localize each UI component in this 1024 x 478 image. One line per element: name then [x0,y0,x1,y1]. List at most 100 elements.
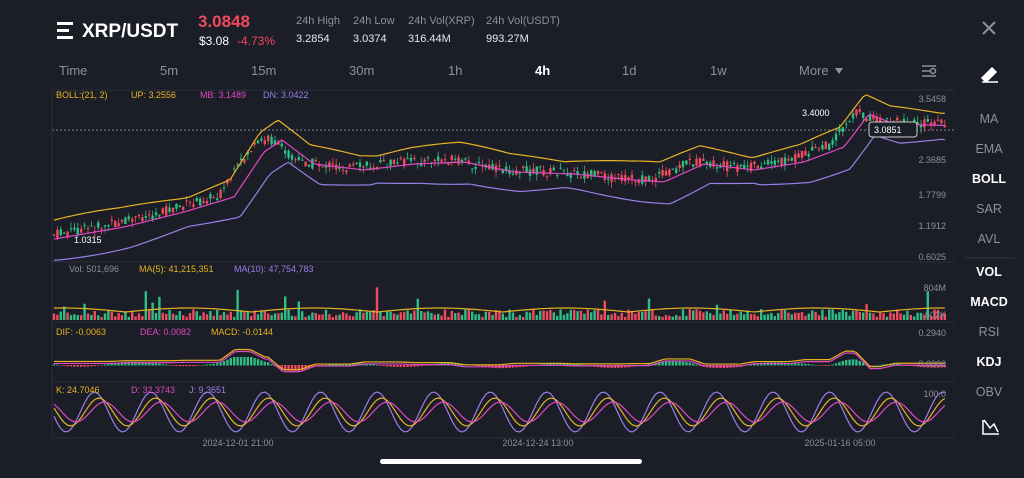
macd-bar [195,365,198,366]
timeframe[interactable]: More [799,63,829,78]
candle [855,109,858,116]
macd-bar [926,365,929,368]
timeframe[interactable]: 5m [160,63,178,78]
volume-bar [868,312,872,320]
volume-bar [467,309,470,320]
macd-bar [267,362,270,366]
indicator[interactable]: SAR [976,202,1002,216]
indicator[interactable]: OBV [976,385,1003,399]
k-line [53,397,946,427]
timeframe[interactable]: 1w [710,63,727,78]
volume-bar [107,309,110,320]
volume-bar [287,309,290,320]
macd-bar [331,364,334,366]
volume-bar [69,315,73,320]
candle [787,159,790,161]
settings-icon[interactable] [922,65,937,77]
candle [141,217,144,221]
volume-bar [647,298,651,320]
close-icon[interactable] [982,21,996,35]
macd-bar [335,363,338,366]
macd-bar [545,363,549,366]
volume-bar [613,312,617,320]
volume-bar [749,314,753,320]
indicator[interactable]: MACD [970,295,1008,309]
candle [399,158,402,160]
candle [178,205,181,208]
volume-bar [457,312,460,320]
indicator[interactable]: AVL [978,232,1001,246]
candle [362,166,365,168]
indicator[interactable]: EMA [975,142,1003,156]
indicator[interactable]: BOLL [972,172,1006,186]
volume-bar [114,316,117,320]
volume-bar [709,313,712,320]
timeframe[interactable]: 15m [251,63,276,78]
indicator[interactable]: RSI [979,325,1000,339]
candle [933,121,936,126]
candle [294,159,297,161]
volume-bar [273,313,277,320]
indicator[interactable]: VOL [976,265,1002,279]
price-usd: $3.08 [199,34,229,48]
timeframe[interactable]: 1d [622,63,636,78]
candle [637,179,640,184]
volume-bar [443,309,447,320]
macd-bar [933,365,936,368]
candle [117,223,120,227]
draw-icon[interactable] [980,66,998,84]
volume-bar [372,310,375,320]
volume-bar [862,312,865,320]
timeframe[interactable]: Time [59,63,87,78]
macd-bar [552,363,555,366]
back-icon[interactable] [57,22,73,39]
candle [800,151,804,158]
volume-bar [440,315,443,320]
macd-bar [161,364,164,366]
volume-bar [301,311,304,320]
volume-bar [406,310,409,320]
macd-bar [83,365,86,367]
volume-bar [821,309,824,320]
candle [216,198,219,201]
volume-bar [763,314,766,320]
volume-bar [488,311,491,320]
candle [460,159,464,163]
indicator[interactable]: KDJ [976,355,1001,369]
volume-bar [892,313,895,320]
timeframe[interactable]: 4h [535,63,550,78]
candle [154,212,158,216]
candle [743,164,746,169]
macd-bar [168,364,171,366]
volume-bar [494,309,498,320]
macd-bar [290,365,294,371]
timeframes: Time 5m 15m 30m 1h 4h 1d 1w More [59,63,829,78]
timeframe[interactable]: 30m [349,63,374,78]
macd-bar [97,365,100,366]
candle [865,118,868,122]
macd-bar [328,364,331,366]
candle [505,166,508,172]
volume-bar [933,309,936,320]
volume-bar [902,314,906,320]
indicator[interactable]: MA [980,112,999,126]
volume-bar [783,310,787,320]
macd-bar [800,363,804,366]
volume-bar [103,313,107,320]
macd-bar [753,363,756,366]
macd-bar [838,362,841,366]
volume-bar [212,315,215,320]
candle [358,162,362,167]
volume-bar [800,312,804,320]
macd-axis: 0.2940 [918,328,946,338]
macd-bar [280,365,283,370]
volume-bar [715,304,719,320]
candle [763,162,766,164]
timeframe[interactable]: 1h [448,63,462,78]
macd-bar [811,364,814,366]
candle [382,159,385,162]
stat-label: 24h Vol(USDT) [486,15,560,27]
chart-type-icon[interactable] [982,419,999,435]
macd-bar [226,359,229,366]
